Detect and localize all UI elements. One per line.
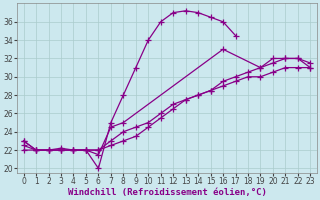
X-axis label: Windchill (Refroidissement éolien,°C): Windchill (Refroidissement éolien,°C) (68, 188, 266, 197)
